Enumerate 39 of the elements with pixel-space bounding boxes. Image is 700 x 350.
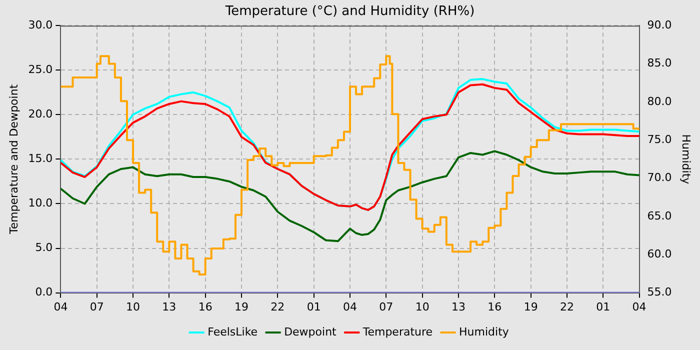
- y2-tick-label: 85.0: [647, 56, 672, 70]
- y-tick-label: 20.0: [28, 108, 53, 121]
- y-tick-label: 30.0: [28, 18, 53, 32]
- y-tick-label: 5.0: [35, 241, 53, 254]
- x-tick-label: 16: [488, 300, 502, 314]
- y-tick-label: 0.0: [35, 286, 53, 299]
- x-tick-label: 10: [126, 300, 140, 314]
- x-tick-label: 04: [54, 300, 68, 314]
- y2-tick-label: 75.0: [647, 132, 672, 146]
- x-tick-label: 10: [415, 300, 430, 314]
- y-tick-label: 15.0: [28, 152, 53, 166]
- x-tick-label: 04: [343, 300, 357, 314]
- chart-title: Temperature (°C) and Humidity (RH%): [224, 4, 475, 20]
- x-tick-label: 22: [270, 300, 285, 314]
- legend-label: Humidity: [459, 325, 510, 338]
- x-tick-label: 01: [596, 300, 610, 314]
- legend-label: Dewpoint: [284, 325, 338, 338]
- y2-tick-label: 70.0: [647, 171, 672, 184]
- x-tick-label: 22: [560, 300, 574, 314]
- x-tick-label: 19: [524, 300, 538, 314]
- x-tick-label: 13: [451, 300, 466, 314]
- y-tick-label: 10.0: [28, 196, 53, 210]
- x-tick-label: 13: [162, 300, 176, 314]
- y2-tick-label: 60.0: [647, 247, 672, 260]
- x-tick-label: 01: [306, 300, 321, 314]
- y-tick-label: 25.0: [28, 62, 53, 76]
- y2-axis-title: Humidity: [680, 134, 693, 185]
- x-tick-label: 04: [632, 300, 646, 314]
- y2-tick-label: 80.0: [647, 94, 672, 108]
- x-tick-label: 07: [379, 300, 394, 314]
- y-axis-title: Temperature and Dewpoint: [7, 84, 20, 236]
- x-tick-label: 16: [198, 300, 212, 314]
- y2-tick-label: 65.0: [647, 209, 672, 222]
- y2-tick-label: 90.0: [647, 18, 672, 32]
- x-tick-label: 07: [90, 300, 104, 314]
- y2-tick-label: 55.0: [647, 286, 672, 299]
- legend-label: FeelsLike: [208, 325, 258, 338]
- x-tick-label: 19: [234, 300, 249, 314]
- legend-label: Temperature: [362, 325, 433, 338]
